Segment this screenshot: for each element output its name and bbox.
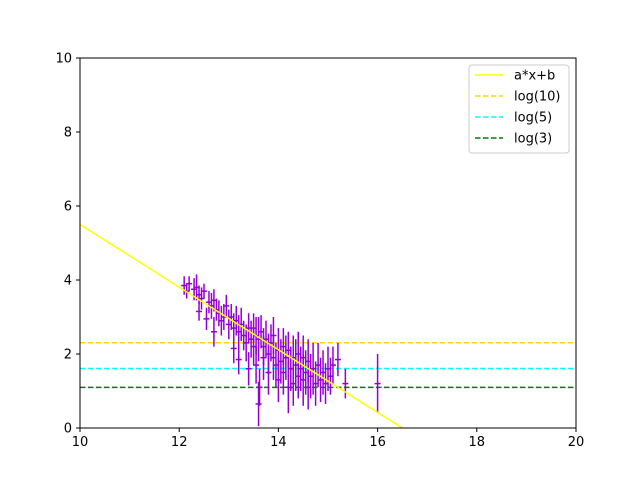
errorbar-point-81 [374, 354, 381, 414]
x-tick-label-2: 14 [270, 435, 287, 450]
errorbar-point-80 [342, 368, 349, 399]
legend-box [468, 64, 570, 154]
y-tick-label-0: 0 [64, 422, 72, 437]
y-tick-label-5: 10 [55, 52, 72, 67]
errorbar-point-2 [186, 276, 193, 292]
x-tick-label-0: 10 [72, 435, 89, 450]
legend: a*x+b log(10) log(5) log(3) [468, 64, 570, 154]
errorbar-point-47 [270, 317, 277, 354]
errorbar-point-8 [201, 283, 207, 299]
errorbar-point-13 [210, 317, 217, 347]
y-axis-ticks: 0 2 4 6 8 10 [55, 52, 80, 437]
legend-entry-1: log(10) [475, 90, 561, 105]
legend-label: log(3) [514, 132, 552, 147]
plot-frame [79, 57, 577, 429]
errorbar-point-36 [255, 381, 262, 427]
x-tick-label-3: 16 [369, 435, 386, 450]
x-tick-label-4: 18 [469, 435, 486, 450]
legend-entry-2: log(5) [475, 111, 552, 126]
legend-label: log(5) [514, 111, 552, 126]
errorbar-point-18 [223, 294, 230, 317]
fit-line [80, 223, 403, 428]
x-axis-ticks: 10 12 14 16 18 20 [72, 428, 585, 450]
errorbar-point-30 [245, 352, 252, 386]
errorbar-point-6 [196, 302, 203, 321]
errorbar-point-78 [329, 346, 336, 384]
errorbar-point-22 [230, 333, 237, 364]
errorbar-point-44 [265, 350, 272, 395]
errorbar-point-79 [334, 342, 341, 377]
x-tick-label-5: 20 [568, 435, 585, 450]
legend-entry-3: log(3) [475, 132, 552, 147]
y-tick-label-4: 8 [64, 126, 72, 141]
fit-line-layer [80, 223, 403, 428]
errorbar-point-9 [203, 307, 210, 330]
y-tick-label-2: 4 [64, 274, 72, 289]
legend-label: log(10) [514, 90, 561, 105]
legend-label: a*x+b [514, 69, 555, 84]
x-tick-label-1: 12 [171, 435, 188, 450]
y-tick-label-1: 2 [64, 348, 72, 363]
legend-entry-0: a*x+b [475, 69, 555, 84]
errorbar-point-38 [256, 368, 263, 406]
errorbar-point-25 [235, 344, 242, 375]
y-tick-label-3: 6 [64, 200, 72, 215]
errorbar-point-35 [253, 346, 260, 384]
